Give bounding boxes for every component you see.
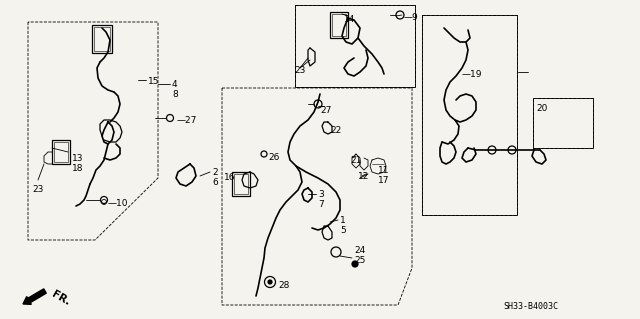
Text: 14: 14 — [344, 15, 355, 24]
Text: 20: 20 — [536, 104, 547, 113]
Bar — [54, 142, 68, 162]
Text: 23: 23 — [32, 185, 44, 194]
Bar — [330, 12, 348, 38]
Text: 26: 26 — [268, 153, 280, 162]
Text: 7: 7 — [318, 200, 324, 209]
Text: 24: 24 — [354, 246, 365, 255]
Text: 17: 17 — [378, 176, 390, 185]
Text: FR.: FR. — [50, 289, 72, 307]
Text: 13: 13 — [72, 154, 83, 163]
Bar — [92, 25, 112, 53]
Text: 18: 18 — [72, 164, 83, 173]
Text: 6: 6 — [212, 178, 218, 187]
Bar — [94, 27, 110, 51]
Bar — [422, 15, 517, 215]
Text: —19: —19 — [462, 70, 483, 79]
Text: 28: 28 — [278, 281, 289, 290]
Text: 16: 16 — [224, 173, 236, 182]
Text: 1: 1 — [340, 216, 346, 225]
Text: 8: 8 — [172, 90, 178, 99]
Bar — [533, 98, 593, 148]
Text: —27: —27 — [177, 116, 197, 125]
Text: 15: 15 — [148, 77, 159, 86]
Text: 27: 27 — [320, 106, 332, 115]
FancyArrow shape — [23, 289, 46, 304]
Text: 22: 22 — [330, 126, 341, 135]
Circle shape — [268, 280, 272, 284]
Bar — [332, 14, 346, 36]
Text: 25: 25 — [354, 256, 365, 265]
Bar — [234, 174, 248, 194]
Bar — [52, 140, 70, 164]
Text: —10: —10 — [108, 199, 129, 208]
Text: 21: 21 — [350, 156, 362, 165]
Text: 5: 5 — [340, 226, 346, 235]
Bar — [232, 172, 250, 196]
Text: 3: 3 — [318, 190, 324, 199]
Text: 11: 11 — [378, 166, 390, 175]
Bar — [295, 5, 415, 87]
Text: SH33-B4003C: SH33-B4003C — [503, 302, 558, 311]
Text: 23: 23 — [294, 66, 305, 75]
Text: 12: 12 — [358, 172, 369, 181]
Circle shape — [352, 261, 358, 267]
Text: 2: 2 — [212, 168, 218, 177]
Text: —9: —9 — [404, 13, 419, 22]
Text: 4: 4 — [172, 80, 178, 89]
